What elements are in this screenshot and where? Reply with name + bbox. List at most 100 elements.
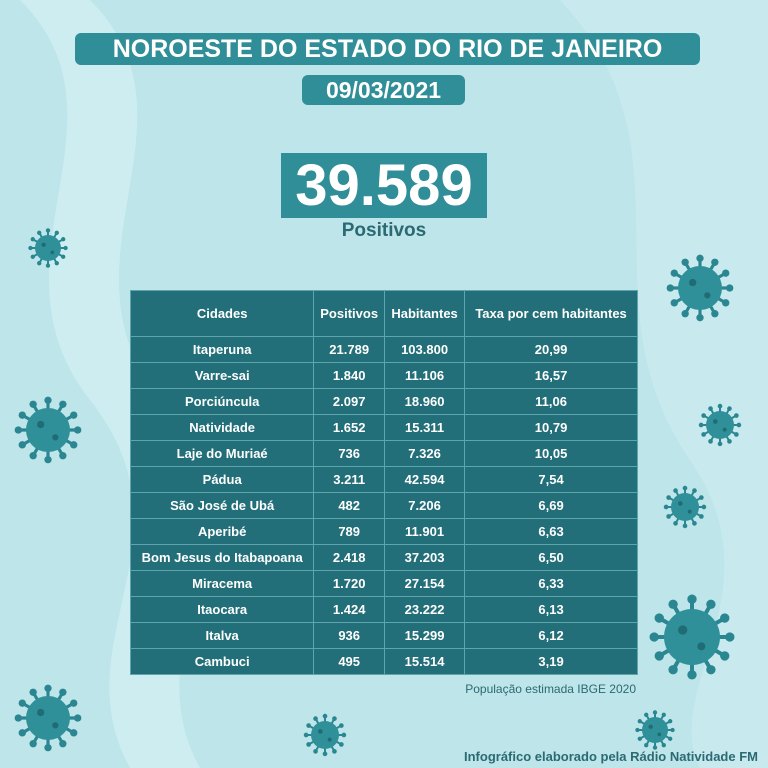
virus-part bbox=[654, 651, 664, 661]
virus-part bbox=[722, 299, 730, 307]
virus-icons bbox=[14, 228, 742, 757]
virus-part bbox=[652, 745, 658, 750]
table-cell: 15.299 bbox=[383, 622, 466, 649]
virus-part bbox=[30, 254, 35, 259]
virus-part bbox=[18, 729, 26, 737]
virus-part bbox=[668, 665, 678, 675]
virus-part bbox=[706, 599, 716, 609]
table-cell: 6,50 bbox=[464, 544, 638, 571]
table-cell: 10,79 bbox=[464, 414, 638, 441]
virus-part bbox=[29, 400, 37, 408]
virus-part bbox=[697, 642, 706, 651]
table-cell: Italva bbox=[129, 622, 315, 649]
table-cell: 2.097 bbox=[313, 388, 385, 415]
table-cell: Miracema bbox=[129, 570, 315, 597]
virus-part bbox=[720, 613, 730, 623]
virus-part bbox=[681, 310, 689, 318]
virus-part bbox=[734, 413, 739, 418]
virus-part bbox=[706, 411, 734, 439]
table-cell: 10,05 bbox=[464, 440, 638, 467]
virus-part bbox=[678, 266, 722, 310]
virus-part bbox=[668, 599, 678, 609]
table-cell: 18.960 bbox=[383, 388, 466, 415]
virus-part bbox=[701, 413, 706, 418]
virus-part bbox=[37, 230, 42, 235]
virus-part bbox=[682, 523, 688, 529]
table-cell: Pádua bbox=[129, 466, 315, 493]
virus-part bbox=[717, 441, 723, 447]
table-row: Natividade 1.652 15.311 10,79 bbox=[129, 414, 638, 441]
table-cell: 3.211 bbox=[313, 466, 385, 493]
virus-part bbox=[29, 740, 37, 748]
virus-part bbox=[637, 736, 642, 741]
virus-part bbox=[339, 723, 344, 728]
virus-part bbox=[29, 688, 37, 696]
virus-part bbox=[704, 292, 711, 299]
virus-part bbox=[45, 228, 51, 233]
table-cell: 6,69 bbox=[464, 492, 638, 519]
virus-part bbox=[54, 230, 59, 235]
table-cell: 1.424 bbox=[313, 596, 385, 623]
virus-part bbox=[313, 716, 318, 721]
table-cell: 6,12 bbox=[464, 622, 638, 649]
virus-part bbox=[14, 426, 22, 434]
virus-part bbox=[727, 406, 732, 411]
virus-part bbox=[59, 740, 67, 748]
column-header: Habitantes bbox=[383, 290, 466, 337]
table-cell: 15.514 bbox=[383, 648, 466, 675]
virus-part bbox=[666, 514, 671, 519]
virus-part bbox=[689, 278, 697, 287]
virus-part bbox=[642, 717, 668, 743]
virus-part bbox=[322, 713, 328, 719]
virus-part bbox=[52, 722, 59, 729]
virus-part bbox=[635, 727, 640, 733]
table-cell: 1.652 bbox=[313, 414, 385, 441]
table-cell: 15.311 bbox=[383, 414, 466, 441]
table-cell: 23.222 bbox=[383, 596, 466, 623]
virus-part bbox=[61, 237, 66, 242]
table-row: Itaperuna 21.789 103.800 20,99 bbox=[129, 336, 638, 363]
virus-part bbox=[713, 419, 718, 424]
virus-part bbox=[673, 488, 678, 493]
table-cell: 7.326 bbox=[383, 440, 466, 467]
virus-part bbox=[726, 284, 734, 292]
virus-part bbox=[26, 408, 70, 452]
table-row: Itaocara 1.424 23.222 6,13 bbox=[129, 596, 638, 623]
table-cell: 2.418 bbox=[313, 544, 385, 571]
virus-part bbox=[339, 742, 344, 747]
table-cell: Itaocara bbox=[129, 596, 315, 623]
footnote: População estimada IBGE 2020 bbox=[465, 682, 636, 696]
virus-part bbox=[63, 245, 68, 251]
column-header: Cidades bbox=[129, 290, 315, 337]
virus-part bbox=[687, 509, 692, 514]
table-cell: 936 bbox=[313, 622, 385, 649]
virus-part bbox=[649, 632, 659, 642]
virus-part bbox=[699, 514, 704, 519]
date: 09/03/2021 bbox=[302, 75, 465, 105]
virus-part bbox=[28, 245, 33, 251]
virus-part bbox=[696, 314, 704, 322]
title: NOROESTE DO ESTADO DO RIO DE JANEIRO bbox=[75, 33, 700, 65]
virus-part bbox=[699, 495, 704, 500]
virus-part bbox=[74, 714, 82, 722]
table-row: Italva 936 15.299 6,12 bbox=[129, 622, 638, 649]
virus-part bbox=[720, 651, 730, 661]
credit: Infográfico elaborado pela Rádio Nativid… bbox=[464, 749, 758, 764]
table-row: São José de Ubá 482 7.206 6,69 bbox=[129, 492, 638, 519]
table-cell: Cambuci bbox=[129, 648, 315, 675]
table-cell: 1.720 bbox=[313, 570, 385, 597]
virus-part bbox=[644, 743, 649, 748]
virus-part bbox=[332, 716, 337, 721]
virus-part bbox=[708, 439, 713, 444]
virus-part bbox=[70, 411, 78, 419]
table-row: Aperibé 789 11.901 6,63 bbox=[129, 518, 638, 545]
virus-part bbox=[670, 299, 678, 307]
virus-part bbox=[698, 422, 704, 428]
table-cell: 3,19 bbox=[464, 648, 638, 675]
table-cell: Varre-sai bbox=[129, 362, 315, 389]
virus-part bbox=[670, 727, 675, 733]
table-cell: 11,06 bbox=[464, 388, 638, 415]
table-cell: Porciúncula bbox=[129, 388, 315, 415]
virus-part bbox=[54, 261, 59, 266]
virus-part bbox=[322, 751, 328, 757]
